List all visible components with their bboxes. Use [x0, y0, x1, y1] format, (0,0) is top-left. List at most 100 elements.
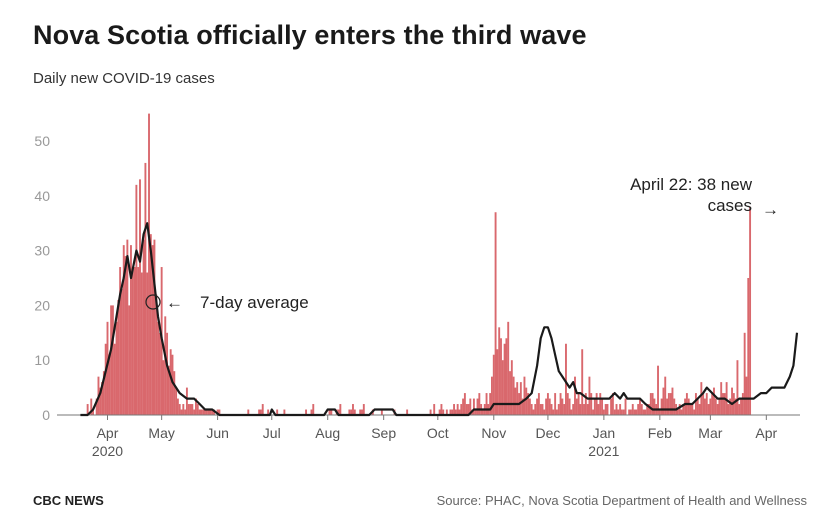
bar [494, 212, 497, 415]
bar [148, 113, 150, 415]
bar [454, 409, 457, 415]
bar [620, 409, 623, 415]
bar [648, 404, 650, 415]
y-tick-label: 40 [34, 188, 50, 204]
bar [613, 409, 616, 415]
bar [566, 393, 569, 415]
x-axis: Apr 2020 May Jun Jul Aug Sep Oct Nov Dec Jan 2021 Fe… [92, 415, 778, 459]
bar [144, 162, 147, 415]
bar [489, 393, 492, 415]
bar [102, 371, 105, 415]
bar [749, 206, 752, 415]
y-tick-label: 20 [34, 297, 50, 313]
bar [673, 398, 676, 415]
bar [689, 404, 692, 415]
x-tick-label: Nov [481, 425, 506, 441]
bar [247, 409, 250, 415]
bar [658, 409, 661, 415]
bar [572, 404, 575, 415]
bar [451, 409, 454, 415]
x-tick-label: Mar [698, 425, 722, 441]
bar [95, 398, 98, 415]
bar [498, 327, 501, 415]
footer-brand: CBC NEWS [33, 493, 104, 508]
bar [130, 245, 132, 415]
bar [606, 404, 609, 415]
bar [218, 409, 221, 415]
bar [104, 343, 107, 415]
bar [193, 409, 196, 415]
x-tick-label: Jun [206, 425, 229, 441]
bar [153, 239, 156, 415]
bar [563, 404, 566, 415]
bar [588, 376, 591, 415]
bar [507, 321, 510, 415]
bar [155, 294, 158, 415]
bar [584, 393, 587, 415]
x-tick-label: Sep [371, 425, 396, 441]
bar [698, 404, 701, 415]
latest-arrow-icon: → [762, 200, 779, 219]
bar [622, 409, 625, 415]
x-year-label: 2020 [92, 443, 123, 459]
y-tick-label: 0 [42, 407, 50, 423]
bar [501, 360, 504, 415]
bar [635, 409, 638, 415]
bar [537, 393, 540, 415]
x-tick-label: Apr [755, 425, 777, 441]
bar [525, 387, 528, 415]
bar [312, 404, 315, 415]
latest-annotation-prefix: April 22: [630, 175, 697, 194]
bar [180, 409, 183, 415]
x-year-label: 2021 [588, 443, 619, 459]
x-tick-label: Dec [535, 425, 560, 441]
average-arrow-icon: ← [166, 293, 183, 312]
bar [646, 404, 649, 415]
bar [666, 398, 668, 415]
bar [702, 393, 705, 415]
bar [140, 272, 143, 415]
bar [462, 398, 465, 415]
bar [90, 398, 93, 415]
bar [628, 409, 631, 415]
bar [676, 409, 679, 415]
bar [200, 409, 203, 415]
bar [460, 404, 463, 415]
bar [510, 360, 513, 415]
bar [469, 398, 472, 415]
bar [545, 398, 548, 415]
bar [445, 409, 448, 415]
x-tick-label: Oct [427, 425, 449, 441]
bar [592, 409, 594, 415]
bar [718, 398, 721, 415]
bar [694, 393, 697, 415]
bar [467, 404, 470, 415]
bar [541, 404, 544, 415]
bar [660, 398, 663, 415]
bar [204, 409, 206, 415]
latest-annotation-line2: cases [708, 196, 752, 215]
bar [442, 409, 445, 415]
bar [453, 404, 456, 415]
bar [555, 409, 558, 415]
bar [642, 409, 645, 415]
bar [738, 404, 741, 415]
bar [463, 393, 466, 415]
bar [624, 398, 627, 415]
y-axis: 0 10 20 30 40 50 [34, 133, 50, 423]
bar [716, 404, 719, 415]
bar [171, 354, 174, 415]
bar [617, 409, 620, 415]
bar [691, 404, 694, 415]
bar [211, 409, 214, 415]
bar [465, 404, 468, 415]
latest-annotation-bold: 38 new [697, 175, 753, 194]
y-tick-label: 10 [34, 352, 50, 368]
bar [700, 382, 703, 415]
bar [137, 267, 140, 415]
bar [276, 409, 279, 415]
bar [133, 267, 136, 415]
bar [575, 398, 578, 415]
bar [727, 404, 730, 415]
bar [433, 404, 436, 415]
